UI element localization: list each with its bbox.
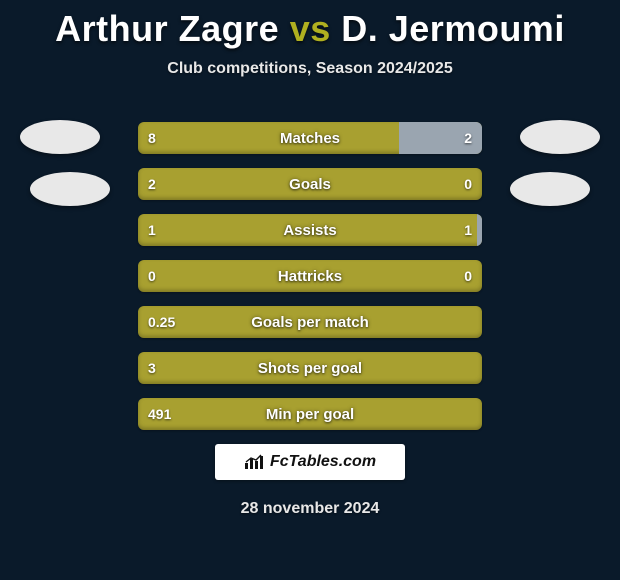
- stat-row: 8Matches2: [138, 122, 482, 154]
- stat-left-value: 8: [148, 122, 156, 154]
- stat-label: Goals: [138, 168, 482, 200]
- stat-label: Goals per match: [138, 306, 482, 338]
- stat-right-fill: [399, 122, 482, 154]
- chart-icon: [244, 454, 264, 470]
- stat-label: Assists: [138, 214, 482, 246]
- stat-left-value: 0.25: [148, 306, 175, 338]
- stat-row: 491Min per goal: [138, 398, 482, 430]
- player2-name: D. Jermoumi: [341, 8, 565, 49]
- stat-right-value: 0: [464, 260, 472, 292]
- stat-left-value: 1: [148, 214, 156, 246]
- stat-row: 0Hattricks0: [138, 260, 482, 292]
- stat-row: 0.25Goals per match: [138, 306, 482, 338]
- team-badge-right-1: [520, 120, 600, 154]
- stats-bars: 8Matches22Goals01Assists10Hattricks00.25…: [138, 122, 482, 444]
- subtitle: Club competitions, Season 2024/2025: [0, 60, 620, 78]
- stat-right-value: 1: [464, 214, 472, 246]
- team-badge-left-2: [30, 172, 110, 206]
- stat-label: Shots per goal: [138, 352, 482, 384]
- date: 28 november 2024: [0, 500, 620, 518]
- team-badge-left-1: [20, 120, 100, 154]
- stat-left-value: 2: [148, 168, 156, 200]
- stat-left-value: 3: [148, 352, 156, 384]
- stat-row: 3Shots per goal: [138, 352, 482, 384]
- watermark[interactable]: FcTables.com: [215, 444, 405, 480]
- watermark-text: FcTables.com: [270, 453, 376, 471]
- player1-name: Arthur Zagre: [55, 8, 279, 49]
- stat-row: 1Assists1: [138, 214, 482, 246]
- stat-row: 2Goals0: [138, 168, 482, 200]
- team-badge-right-2: [510, 172, 590, 206]
- stat-label: Hattricks: [138, 260, 482, 292]
- stat-left-value: 491: [148, 398, 171, 430]
- stat-label: Min per goal: [138, 398, 482, 430]
- stat-right-value: 0: [464, 168, 472, 200]
- stat-left-value: 0: [148, 260, 156, 292]
- vs-text: vs: [290, 8, 331, 49]
- stat-right-fill: [477, 214, 482, 246]
- page-title: Arthur Zagre vs D. Jermoumi: [0, 0, 620, 50]
